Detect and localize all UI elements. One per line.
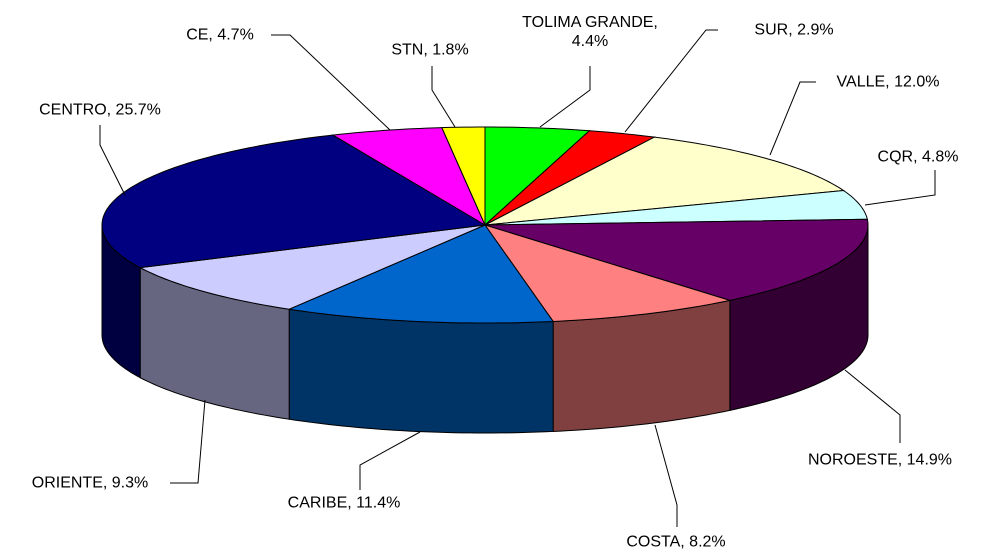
slice xyxy=(287,224,555,324)
data-label: CQR, 4.8% xyxy=(877,148,959,166)
slice xyxy=(331,127,487,227)
slice xyxy=(484,218,869,301)
leader-line xyxy=(864,170,936,206)
slice xyxy=(101,134,487,269)
data-label: CARIBE, 11.4% xyxy=(287,494,401,512)
leader-line xyxy=(539,66,591,128)
slice xyxy=(483,224,731,322)
data-label: CE, 4.7% xyxy=(186,26,254,44)
leader-line xyxy=(170,399,206,484)
data-label: VALLE, 12.0% xyxy=(836,73,940,91)
data-label: COSTA, 8.2% xyxy=(626,533,726,551)
slice-side xyxy=(288,308,554,434)
leader-line xyxy=(624,29,718,133)
leader-line xyxy=(431,66,456,128)
leader-line xyxy=(654,424,678,527)
leader-line xyxy=(769,81,816,156)
slice xyxy=(138,224,486,310)
leader-line xyxy=(844,369,901,443)
leader-line xyxy=(359,431,421,490)
slice xyxy=(484,130,657,226)
data-label: ORIENTE, 9.3% xyxy=(31,474,149,492)
slice xyxy=(484,136,845,226)
data-label: STN, 1.8% xyxy=(391,41,469,59)
data-label: TOLIMA GRANDE, 4.4% xyxy=(522,14,658,50)
data-label: SUR, 2.9% xyxy=(754,21,834,39)
slice xyxy=(484,126,591,227)
leader-line xyxy=(271,34,391,131)
data-label: CENTRO, 25.7% xyxy=(39,101,161,119)
slice xyxy=(441,126,486,226)
slice xyxy=(484,190,868,226)
leader-line xyxy=(99,125,126,196)
data-label: NOROESTE, 14.9% xyxy=(807,451,953,469)
